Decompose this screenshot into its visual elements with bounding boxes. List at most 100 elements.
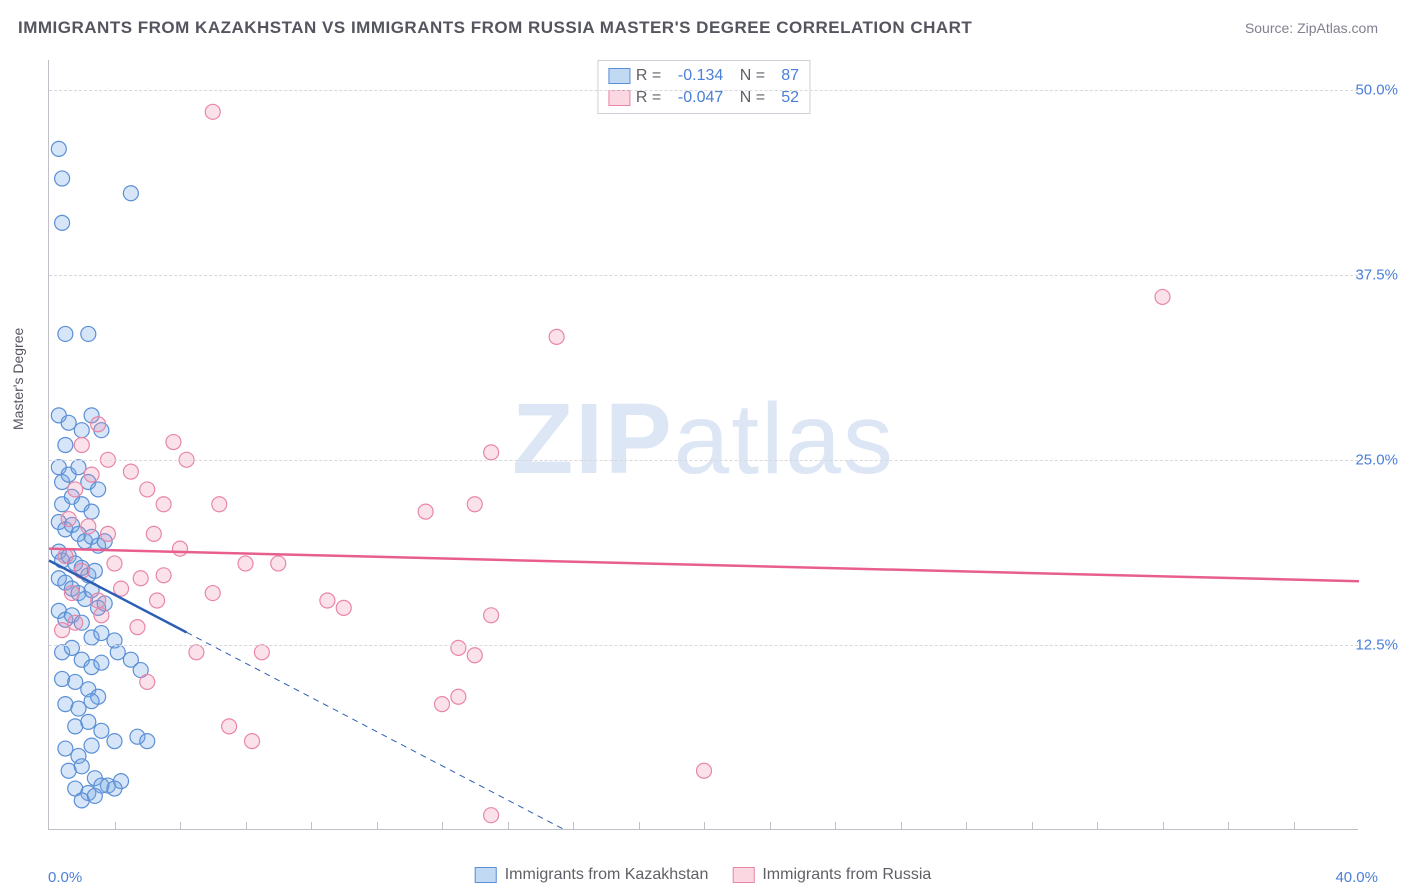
data-point — [549, 329, 564, 344]
data-point — [173, 541, 188, 556]
data-point — [94, 626, 109, 641]
data-point — [91, 482, 106, 497]
data-point — [84, 504, 99, 519]
data-point — [1155, 289, 1170, 304]
data-point — [140, 674, 155, 689]
swatch-pink-icon — [732, 867, 754, 883]
data-point — [133, 571, 148, 586]
data-point — [84, 467, 99, 482]
data-point — [58, 326, 73, 341]
data-point — [107, 734, 122, 749]
data-point — [55, 171, 70, 186]
data-point — [205, 586, 220, 601]
x-axis-end-label: 40.0% — [1335, 869, 1378, 886]
data-point — [697, 763, 712, 778]
legend-item-russia: Immigrants from Russia — [732, 866, 931, 884]
data-point — [467, 497, 482, 512]
data-point — [467, 648, 482, 663]
y-axis-label: Master's Degree — [10, 328, 26, 430]
data-point — [140, 734, 155, 749]
data-point — [320, 593, 335, 608]
x-tick-mark — [639, 822, 640, 830]
legend-label: Immigrants from Russia — [762, 866, 931, 884]
data-point — [55, 671, 70, 686]
x-tick-mark — [377, 822, 378, 830]
source-attribution: Source: ZipAtlas.com — [1245, 20, 1378, 36]
gridline — [49, 275, 1358, 276]
x-tick-mark — [835, 822, 836, 830]
data-point — [107, 556, 122, 571]
data-point — [271, 556, 286, 571]
swatch-blue-icon — [608, 68, 630, 84]
n-value: 52 — [771, 89, 799, 107]
data-point — [156, 568, 171, 583]
x-tick-mark — [180, 822, 181, 830]
data-point — [91, 417, 106, 432]
data-point — [245, 734, 260, 749]
data-point — [84, 694, 99, 709]
data-point — [123, 186, 138, 201]
x-tick-mark — [115, 822, 116, 830]
data-point — [189, 645, 204, 660]
data-point — [130, 620, 145, 635]
scatter-svg — [49, 60, 1359, 830]
plot-area: ZIPatlas R = -0.134 N = 87 R = -0.047 N … — [48, 60, 1358, 830]
r-value: -0.134 — [667, 67, 723, 85]
x-tick-mark — [573, 822, 574, 830]
n-value: 87 — [771, 67, 799, 85]
data-point — [484, 608, 499, 623]
data-point — [150, 593, 165, 608]
data-point — [114, 581, 129, 596]
data-point — [212, 497, 227, 512]
data-point — [58, 549, 73, 564]
x-axis-start-label: 0.0% — [48, 869, 82, 886]
data-point — [238, 556, 253, 571]
n-label: N = — [740, 89, 765, 107]
data-point — [451, 640, 466, 655]
trendline-kazakhstan-dashed — [187, 632, 566, 830]
data-point — [74, 423, 89, 438]
data-point — [418, 504, 433, 519]
swatch-blue-icon — [475, 867, 497, 883]
data-point — [94, 655, 109, 670]
data-point — [91, 593, 106, 608]
y-tick-label: 25.0% — [1355, 451, 1398, 468]
data-point — [146, 526, 161, 541]
legend-item-kazakhstan: Immigrants from Kazakhstan — [475, 866, 709, 884]
r-label: R = — [636, 89, 661, 107]
x-tick-mark — [704, 822, 705, 830]
chart-title: IMMIGRANTS FROM KAZAKHSTAN VS IMMIGRANTS… — [18, 18, 972, 38]
data-point — [166, 435, 181, 450]
bottom-legend: Immigrants from Kazakhstan Immigrants fr… — [475, 866, 932, 884]
x-tick-mark — [966, 822, 967, 830]
data-point — [64, 586, 79, 601]
x-tick-mark — [442, 822, 443, 830]
x-tick-mark — [311, 822, 312, 830]
data-point — [451, 689, 466, 704]
x-tick-mark — [901, 822, 902, 830]
n-label: N = — [740, 67, 765, 85]
y-tick-label: 12.5% — [1355, 636, 1398, 653]
data-point — [81, 519, 96, 534]
data-point — [81, 714, 96, 729]
y-tick-label: 50.0% — [1355, 81, 1398, 98]
data-point — [254, 645, 269, 660]
data-point — [94, 608, 109, 623]
data-point — [110, 645, 125, 660]
swatch-pink-icon — [608, 90, 630, 106]
x-tick-mark — [246, 822, 247, 830]
data-point — [68, 615, 83, 630]
data-point — [100, 526, 115, 541]
data-point — [58, 438, 73, 453]
data-point — [74, 438, 89, 453]
data-point — [336, 600, 351, 615]
data-point — [68, 674, 83, 689]
x-tick-mark — [1228, 822, 1229, 830]
data-point — [74, 759, 89, 774]
data-point — [87, 788, 102, 803]
y-tick-label: 37.5% — [1355, 266, 1398, 283]
data-point — [84, 738, 99, 753]
data-point — [484, 808, 499, 823]
data-point — [205, 104, 220, 119]
gridline — [49, 90, 1358, 91]
